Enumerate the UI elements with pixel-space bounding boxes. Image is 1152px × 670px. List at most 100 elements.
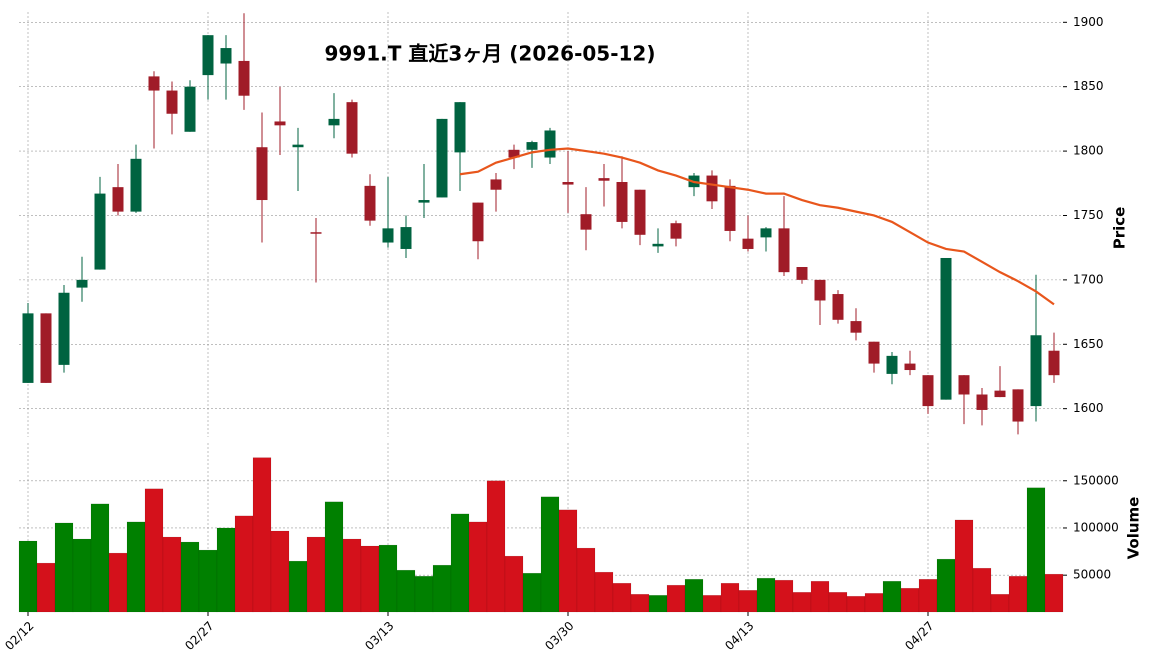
candle-body <box>454 102 466 153</box>
candle-body <box>58 292 70 365</box>
candle-body <box>184 86 196 132</box>
volume-bar <box>972 567 992 613</box>
candle-body <box>1030 335 1042 407</box>
candle-body <box>400 227 412 249</box>
volume-bar <box>900 587 920 613</box>
volume-bar <box>810 580 830 613</box>
volume-bar <box>216 527 236 613</box>
candle-body <box>490 179 502 190</box>
volume-bar <box>864 593 884 613</box>
candle-body <box>886 355 898 374</box>
y-tick-label: 1800 <box>1073 144 1104 158</box>
candle-body <box>472 202 484 242</box>
candle-body <box>256 147 268 201</box>
volume-bar <box>378 544 398 613</box>
chart-title: 9991.T 直近3ヶ月 (2026-05-12) <box>325 42 656 66</box>
candle-body <box>706 175 718 202</box>
candle-body <box>904 363 916 371</box>
candle-body <box>166 90 178 114</box>
volume-axis-label: Volume <box>1125 497 1143 560</box>
y-tick-label: 1700 <box>1073 272 1104 286</box>
volume-bar <box>630 594 650 613</box>
volume-bar <box>18 540 38 613</box>
y-tick-label: 100000 <box>1073 520 1119 534</box>
candle-body <box>436 118 448 198</box>
candle-body <box>850 321 862 333</box>
candle-body <box>508 149 520 158</box>
volume-bar <box>234 515 254 613</box>
volume-bar <box>108 552 128 613</box>
candle-body <box>112 187 124 212</box>
volume-bar <box>252 457 272 613</box>
candle-body <box>1048 350 1060 376</box>
candle-body <box>364 185 376 221</box>
candle-body <box>616 182 628 222</box>
volume-bar <box>54 522 74 613</box>
volume-bar <box>828 592 848 613</box>
volume-bar <box>738 590 758 613</box>
candle-body <box>130 158 142 212</box>
volume-bar <box>846 595 866 613</box>
volume-bar <box>342 538 362 613</box>
volume-bar <box>576 547 596 613</box>
candle-body <box>418 200 430 203</box>
candle-body <box>580 214 592 230</box>
volume-bar <box>360 545 380 613</box>
candle-body <box>868 341 880 364</box>
x-tick-label: 02/12 <box>2 619 36 653</box>
candle-body <box>94 193 106 270</box>
volume-bar <box>162 536 182 613</box>
volume-bar <box>324 501 344 613</box>
candle-body <box>976 394 988 410</box>
candle-body <box>832 294 844 320</box>
x-tick-label: 04/13 <box>722 619 756 653</box>
candle-body <box>724 185 736 231</box>
candle-body <box>562 182 574 185</box>
volume-bar <box>432 564 452 613</box>
volume-bar <box>144 488 164 613</box>
volume-bar <box>396 569 416 613</box>
y-tick-label: 150000 <box>1073 473 1119 487</box>
y-tick-label: 1750 <box>1073 208 1104 222</box>
candle-body <box>1012 389 1024 422</box>
volume-bar <box>126 521 146 613</box>
volume-bar <box>684 578 704 613</box>
candle-body <box>544 130 556 158</box>
candle-body <box>742 238 754 249</box>
volume-bar <box>756 577 776 613</box>
volume-bar <box>1026 487 1046 613</box>
candle-body <box>310 232 322 234</box>
y-tick-label: 1850 <box>1073 79 1104 93</box>
candle-body <box>292 144 304 148</box>
volume-bar <box>522 572 542 613</box>
volume-bar <box>594 571 614 613</box>
volume-bar <box>468 521 488 613</box>
candle-body <box>328 118 340 126</box>
candle-body <box>220 48 232 64</box>
candle-body <box>598 178 610 181</box>
candle-body <box>274 121 286 126</box>
volume-bar <box>36 562 56 613</box>
volume-bar <box>486 480 506 613</box>
x-tick-label: 04/27 <box>902 619 936 653</box>
candle-body <box>40 313 52 383</box>
candle-body <box>958 375 970 395</box>
candle-body <box>760 228 772 238</box>
y-tick-label: 50000 <box>1073 568 1111 582</box>
volume-bar <box>1008 575 1028 613</box>
volume-bar <box>414 575 434 613</box>
volume-bar <box>990 594 1010 613</box>
candle-body <box>814 279 826 301</box>
candle-body <box>994 390 1006 398</box>
candle-body <box>382 228 394 243</box>
candle-body <box>922 375 934 407</box>
candle-body <box>778 228 790 273</box>
moving-average-line <box>459 147 1055 306</box>
volume-bar <box>666 584 686 613</box>
volume-bar <box>450 513 470 613</box>
candle-body <box>148 76 160 91</box>
volume-bar <box>288 560 308 613</box>
volume-bar <box>306 536 326 613</box>
volume-bar <box>1044 573 1064 613</box>
